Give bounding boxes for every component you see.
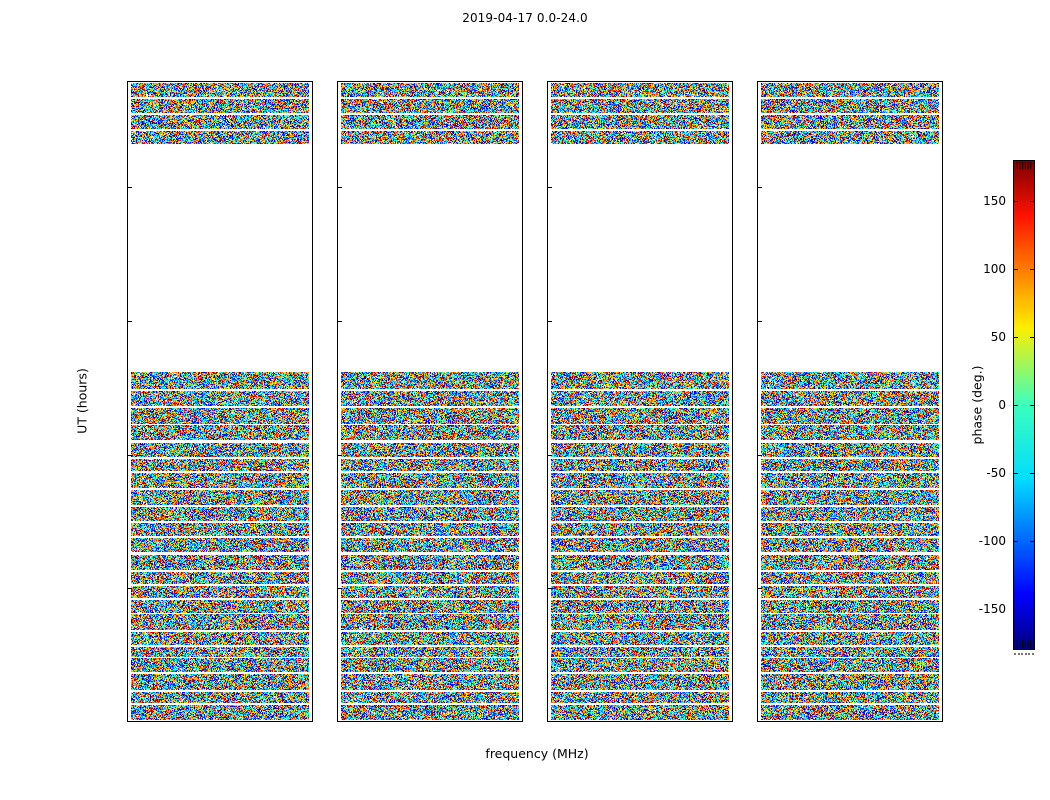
y-tick-mark-inner xyxy=(128,321,132,323)
colorbar-tick-label: 0 xyxy=(998,398,1006,412)
y-tick-mark-inner xyxy=(338,588,342,590)
x-tick-mark xyxy=(388,721,389,722)
colorbar-tick-mark xyxy=(1013,405,1018,406)
x-tick-mark xyxy=(136,721,137,722)
colorbar-tick-mark-right xyxy=(1030,473,1035,475)
plot-panel-yx[interactable]: YX, V5*V9=EA08*EA18051015203203353503653… xyxy=(757,81,943,722)
y-tick-mark-inner xyxy=(758,454,762,456)
y-tick-mark-right xyxy=(312,321,313,322)
y-tick-mark-right xyxy=(522,321,523,322)
colorbar-tick-label: 50 xyxy=(990,329,1006,344)
y-tick-mark-right xyxy=(312,187,313,188)
colorbar-tick-mark-right xyxy=(1030,268,1035,270)
y-tick-mark-right xyxy=(732,187,733,188)
colorbar-tick-mark xyxy=(1013,268,1018,270)
y-tick-mark-inner xyxy=(128,454,132,456)
x-tick-mark xyxy=(304,721,305,722)
colorbar-tick-mark xyxy=(1013,609,1018,611)
y-tick-mark-inner xyxy=(128,187,132,189)
x-tick-mark xyxy=(934,721,935,722)
x-tick-mark xyxy=(220,721,221,722)
x-tick-mark xyxy=(598,721,599,722)
colorbar-tick-label: 150 xyxy=(983,193,1006,208)
x-tick-mark xyxy=(640,721,641,722)
x-tick-mark xyxy=(178,721,179,722)
x-tick-mark xyxy=(472,721,473,722)
colorbar-tick-label: 100 xyxy=(983,261,1006,276)
y-tick-mark-inner xyxy=(128,588,132,590)
y-tick-mark-inner xyxy=(548,588,552,590)
colorbar-tick-label: -150 xyxy=(978,602,1006,617)
y-tick-mark-inner xyxy=(758,321,762,323)
phase-waterfall-image xyxy=(338,82,522,721)
x-tick-mark xyxy=(850,721,851,722)
colorbar-tick-label: -50 xyxy=(986,466,1006,481)
x-tick-mark xyxy=(346,721,347,722)
colorbar-tick-mark-right xyxy=(1030,336,1035,338)
y-tick-mark-inner xyxy=(548,321,552,323)
y-tick-mark-right xyxy=(732,588,733,589)
x-tick-mark xyxy=(766,721,767,722)
x-axis-label: frequency (MHz) xyxy=(485,746,589,761)
y-tick-mark-right xyxy=(522,187,523,188)
y-tick-mark-inner xyxy=(338,187,342,189)
y-tick-mark-right xyxy=(312,588,313,589)
x-tick-mark xyxy=(262,721,263,722)
y-tick-mark-right xyxy=(942,588,943,589)
phase-waterfall-image xyxy=(128,82,312,721)
plot-panel-yy[interactable]: YY, V5*V9=EA08*EA18051015203203353503653… xyxy=(337,81,523,722)
colorbar[interactable]: 150 100 50 0 -50 -100 -150 xyxy=(979,160,1035,650)
x-tick-mark xyxy=(682,721,683,722)
colorbar-tick-mark-right xyxy=(1030,405,1035,406)
colorbar-tick-mark xyxy=(1013,473,1018,475)
x-tick-mark xyxy=(556,721,557,722)
y-tick-mark-right xyxy=(942,455,943,456)
y-tick-mark-inner xyxy=(548,454,552,456)
colorbar-tick-label: -100 xyxy=(978,534,1006,549)
y-tick-mark-right xyxy=(522,455,523,456)
figure-suptitle: 2019-04-17 0.0-24.0 xyxy=(462,11,588,25)
y-tick-mark-inner xyxy=(758,187,762,189)
colorbar-tick-mark-right xyxy=(1030,541,1035,543)
y-axis-label: UT (hours) xyxy=(74,368,90,434)
y-tick-mark-right xyxy=(942,321,943,322)
y-tick-mark-right xyxy=(942,187,943,188)
y-tick-mark-right xyxy=(522,588,523,589)
colorbar-tick-mark xyxy=(1013,541,1018,543)
colorbar-tick-mark-right xyxy=(1030,200,1035,202)
x-tick-mark xyxy=(430,721,431,722)
phase-waterfall-image xyxy=(758,82,942,721)
y-tick-mark-right xyxy=(312,455,313,456)
plot-panel-xy[interactable]: XY, V5*V9=EA08*EA18051015203203353503653… xyxy=(547,81,733,722)
y-tick-mark-right xyxy=(732,321,733,322)
colorbar-under-marker xyxy=(1014,653,1034,657)
colorbar-tick-mark xyxy=(1013,200,1018,202)
x-tick-mark xyxy=(892,721,893,722)
colorbar-label: phase (deg.) xyxy=(969,365,985,445)
x-tick-mark xyxy=(808,721,809,722)
plot-panel-xx[interactable]: XX, V5*V9=EA08*EA18051015203203353503653… xyxy=(127,81,313,722)
colorbar-tick-mark-right xyxy=(1030,609,1035,611)
phase-waterfall-image xyxy=(548,82,732,721)
y-tick-mark-inner xyxy=(338,454,342,456)
x-tick-mark xyxy=(514,721,515,722)
colorbar-tick-mark xyxy=(1013,336,1018,338)
y-tick-mark-right xyxy=(732,455,733,456)
y-tick-mark-inner xyxy=(338,321,342,323)
y-tick-mark-inner xyxy=(548,187,552,189)
x-tick-mark xyxy=(724,721,725,722)
y-tick-mark-inner xyxy=(758,588,762,590)
